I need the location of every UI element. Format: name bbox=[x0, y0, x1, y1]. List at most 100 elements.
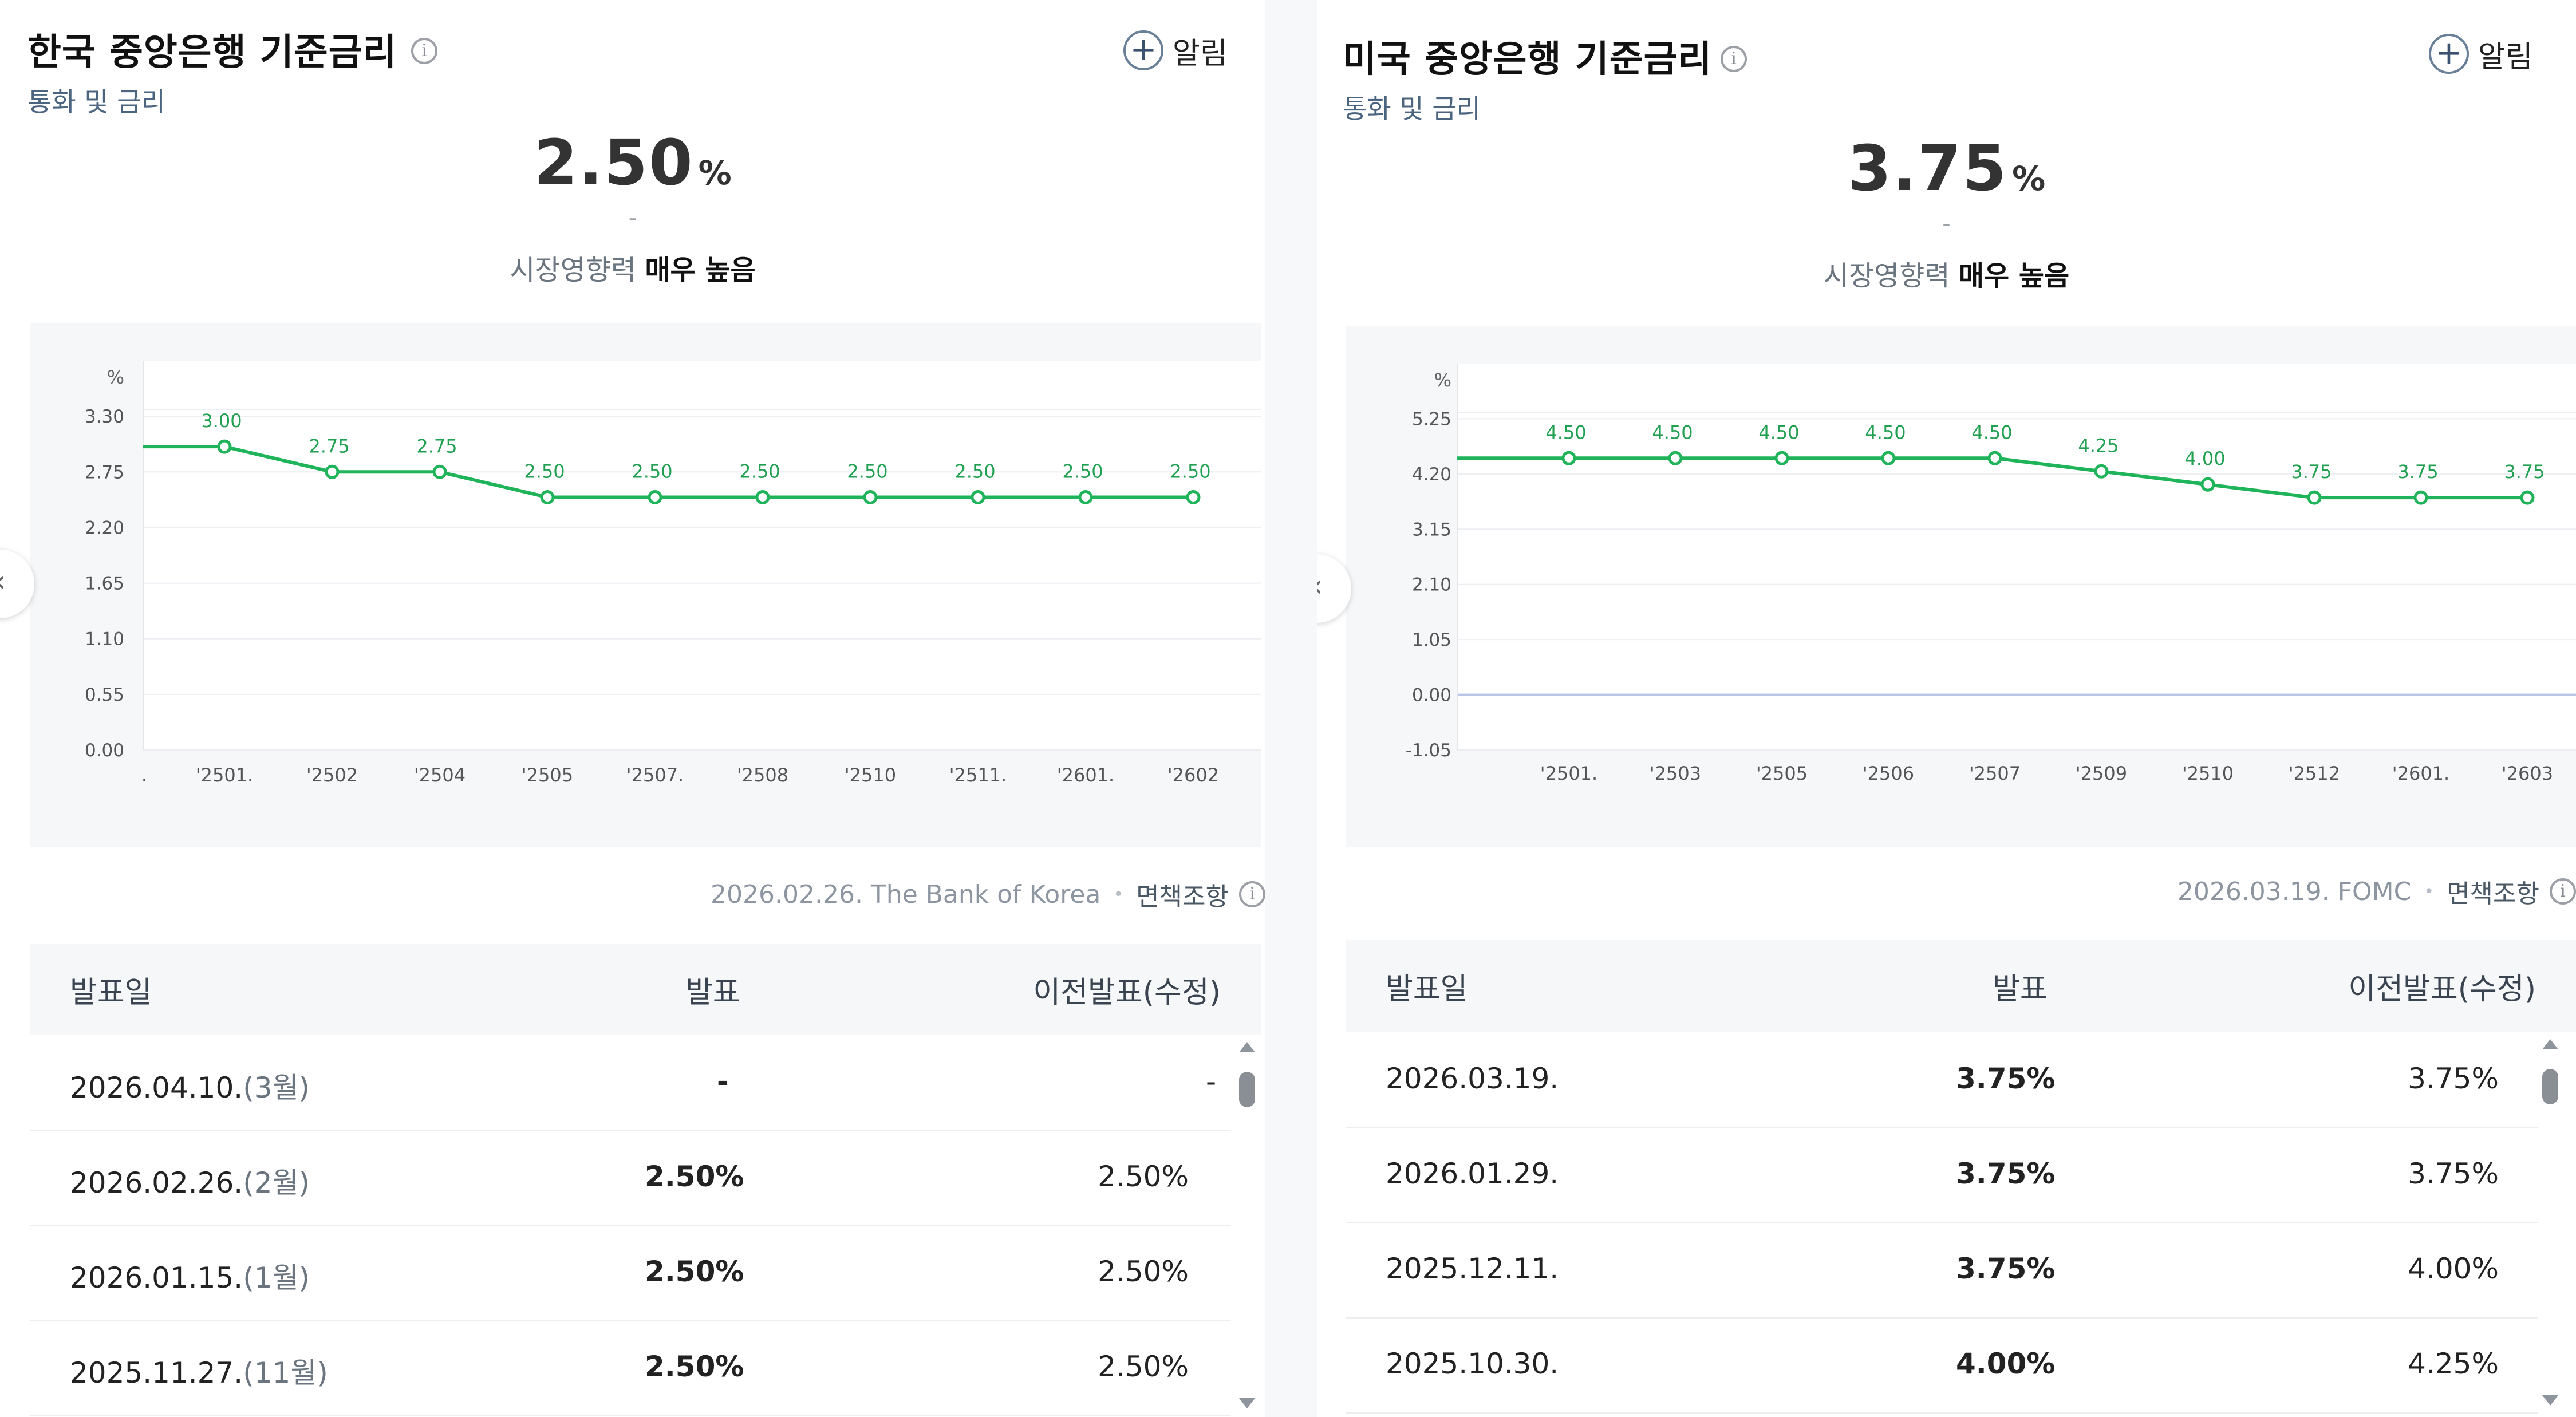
disclaimer-info-icon[interactable]: i bbox=[1239, 881, 1265, 907]
impact-label: 시장영향력 bbox=[1823, 260, 1950, 292]
scroll-up-arrow-icon[interactable] bbox=[1239, 1042, 1255, 1052]
table-row[interactable]: 2026.03.19. 3.75% 3.75% bbox=[1346, 1033, 2538, 1128]
separator-dot: • bbox=[1113, 884, 1124, 905]
more-menu-icon[interactable]: ⋮ bbox=[1256, 25, 1265, 68]
data-label: 2.50 bbox=[1170, 460, 1210, 482]
data-point bbox=[648, 490, 662, 504]
data-point bbox=[2200, 477, 2215, 492]
disclaimer-info-icon[interactable]: i bbox=[2550, 878, 2576, 905]
more-menu-icon[interactable]: ⋮ bbox=[2565, 29, 2576, 71]
y-tick-label: 3.15 bbox=[1412, 519, 1451, 540]
row-actual: - bbox=[717, 1065, 729, 1098]
data-label: 3.75 bbox=[2397, 461, 2438, 483]
info-icon[interactable]: i bbox=[411, 38, 437, 64]
x-tick-label: '2505 bbox=[1756, 763, 1808, 784]
indicator-title[interactable]: 미국 중앙은행 기준금리 bbox=[1343, 38, 1713, 81]
data-label: 4.50 bbox=[1865, 421, 1906, 443]
row-previous: 4.25% bbox=[2408, 1347, 2499, 1380]
y-tick-label: 4.20 bbox=[1412, 464, 1451, 485]
plot-area bbox=[143, 361, 1261, 750]
y-tick-label: 2.10 bbox=[1412, 575, 1451, 595]
row-actual: 3.75% bbox=[1956, 1062, 2056, 1095]
value-unit: % bbox=[698, 153, 732, 192]
info-icon[interactable]: i bbox=[1721, 46, 1747, 72]
disclaimer-link[interactable]: 면책조항 bbox=[2447, 879, 2539, 909]
data-label: 4.50 bbox=[1652, 421, 1693, 443]
data-point bbox=[1561, 451, 1576, 465]
row-date: 2026.01.15.(1월) bbox=[70, 1261, 310, 1294]
data-point bbox=[1668, 451, 1683, 465]
row-previous: 4.00% bbox=[2408, 1252, 2499, 1285]
y-tick-label: 1.65 bbox=[85, 574, 124, 594]
table-row[interactable]: 2026.01.29. 3.75% 3.75% bbox=[1346, 1128, 2538, 1223]
y-tick-label: 1.05 bbox=[1412, 630, 1451, 650]
x-tick-label: '2507 bbox=[1969, 763, 2021, 784]
y-tick-label: 5.25 bbox=[1412, 409, 1451, 429]
alert-button[interactable]: + 알림 bbox=[1123, 29, 1228, 72]
data-point bbox=[1078, 490, 1093, 504]
scroll-thumb[interactable] bbox=[2542, 1069, 2558, 1104]
separator-dot: • bbox=[2424, 881, 2435, 902]
table-scrollbar[interactable] bbox=[2539, 1039, 2562, 1406]
data-label: 2.75 bbox=[416, 435, 457, 457]
y-tick-label: 0.00 bbox=[85, 740, 124, 761]
source-line: 2026.03.19. FOMC • 면책조항 i bbox=[2177, 873, 2576, 910]
panel-us-rate: 미국 중앙은행 기준금리 i 통화 및 금리 + 알림 ⋮ 3.75% - 시장… bbox=[1317, 0, 2576, 1417]
row-date: 2026.04.10.(3월) bbox=[70, 1071, 310, 1104]
table-row[interactable]: 2025.11.27.(11월) 2.50% 2.50% bbox=[30, 1321, 1231, 1416]
y-tick-label: 1.10 bbox=[85, 629, 124, 650]
row-previous: 3.75% bbox=[2408, 1157, 2499, 1190]
row-date: 2025.12.11. bbox=[1386, 1252, 1559, 1285]
alert-label: 알림 bbox=[1173, 36, 1228, 71]
data-point bbox=[2307, 490, 2322, 505]
row-actual: 2.50% bbox=[645, 1350, 744, 1383]
source-text: 2026.03.19. FOMC bbox=[2177, 877, 2412, 906]
x-tick-label: '2602 bbox=[1167, 764, 1219, 786]
scroll-thumb[interactable] bbox=[1239, 1072, 1255, 1107]
data-point bbox=[1881, 451, 1896, 465]
market-impact: 시장영향력 매우 높음 bbox=[0, 247, 1265, 287]
y-axis-unit-label: % bbox=[1434, 369, 1451, 391]
chevron-left-icon[interactable]: ‹ bbox=[0, 550, 34, 618]
indicator-category[interactable]: 통화 및 금리 bbox=[1343, 93, 1481, 124]
data-label: 2.50 bbox=[524, 460, 565, 482]
disclaimer-link[interactable]: 면책조항 bbox=[1136, 882, 1229, 911]
source-line: 2026.02.26. The Bank of Korea • 면책조항 i bbox=[711, 876, 1265, 913]
value-number: 3.75 bbox=[1847, 132, 2008, 205]
data-label: 4.50 bbox=[1758, 421, 1799, 443]
data-label: 4.50 bbox=[1545, 421, 1586, 443]
scroll-down-arrow-icon[interactable] bbox=[1239, 1398, 1255, 1408]
data-point bbox=[325, 464, 340, 479]
table-scrollbar[interactable] bbox=[1236, 1042, 1259, 1408]
current-value: 2.50% bbox=[0, 126, 1265, 199]
rate-chart[interactable]: % 5.25 4.20 3.15 2.10 1.05 0.00 -1.05 4.50 '2501.… bbox=[1346, 326, 2576, 847]
alert-button[interactable]: + 알림 bbox=[2429, 32, 2533, 76]
y-tick-label: 0.55 bbox=[85, 685, 124, 705]
header-previous: 이전발표(수정) bbox=[1033, 975, 1221, 1010]
row-actual: 3.75% bbox=[1956, 1252, 2056, 1285]
data-label: 2.50 bbox=[847, 460, 887, 482]
data-label: 4.00 bbox=[2184, 448, 2225, 469]
row-previous: 2.50% bbox=[1098, 1160, 1189, 1193]
data-label: 2.50 bbox=[739, 460, 780, 482]
panel-gap bbox=[1265, 0, 1317, 1417]
plot-area bbox=[1457, 364, 2576, 750]
scroll-down-arrow-icon[interactable] bbox=[2542, 1395, 2558, 1406]
x-tick-label: '2501. bbox=[196, 764, 253, 786]
data-point bbox=[863, 490, 878, 504]
table-row[interactable]: 2025.12.11. 3.75% 4.00% bbox=[1346, 1223, 2538, 1319]
table-row[interactable]: 2026.04.10.(3월) - - bbox=[30, 1036, 1231, 1131]
table-row[interactable]: 2025.10.30. 4.00% 4.25% bbox=[1346, 1319, 2538, 1414]
data-label: 3.00 bbox=[201, 410, 242, 432]
indicator-title[interactable]: 한국 중앙은행 기준금리 bbox=[27, 31, 397, 74]
value-number: 2.50 bbox=[534, 126, 694, 199]
data-point bbox=[2094, 464, 2109, 479]
data-point bbox=[1186, 490, 1201, 504]
x-tick-label: '2510 bbox=[845, 764, 896, 786]
table-row[interactable]: 2026.02.26.(2월) 2.50% 2.50% bbox=[30, 1131, 1231, 1226]
indicator-category[interactable]: 통화 및 금리 bbox=[27, 86, 165, 117]
rate-chart[interactable]: % 3.30 2.75 2.20 1.65 1.10 0.55 0.00 3.00 '2501. 2… bbox=[30, 323, 1261, 847]
table-row[interactable]: 2026.01.15.(1월) 2.50% 2.50% bbox=[30, 1226, 1231, 1321]
row-actual: 4.00% bbox=[1956, 1347, 2056, 1380]
scroll-up-arrow-icon[interactable] bbox=[2542, 1039, 2558, 1049]
